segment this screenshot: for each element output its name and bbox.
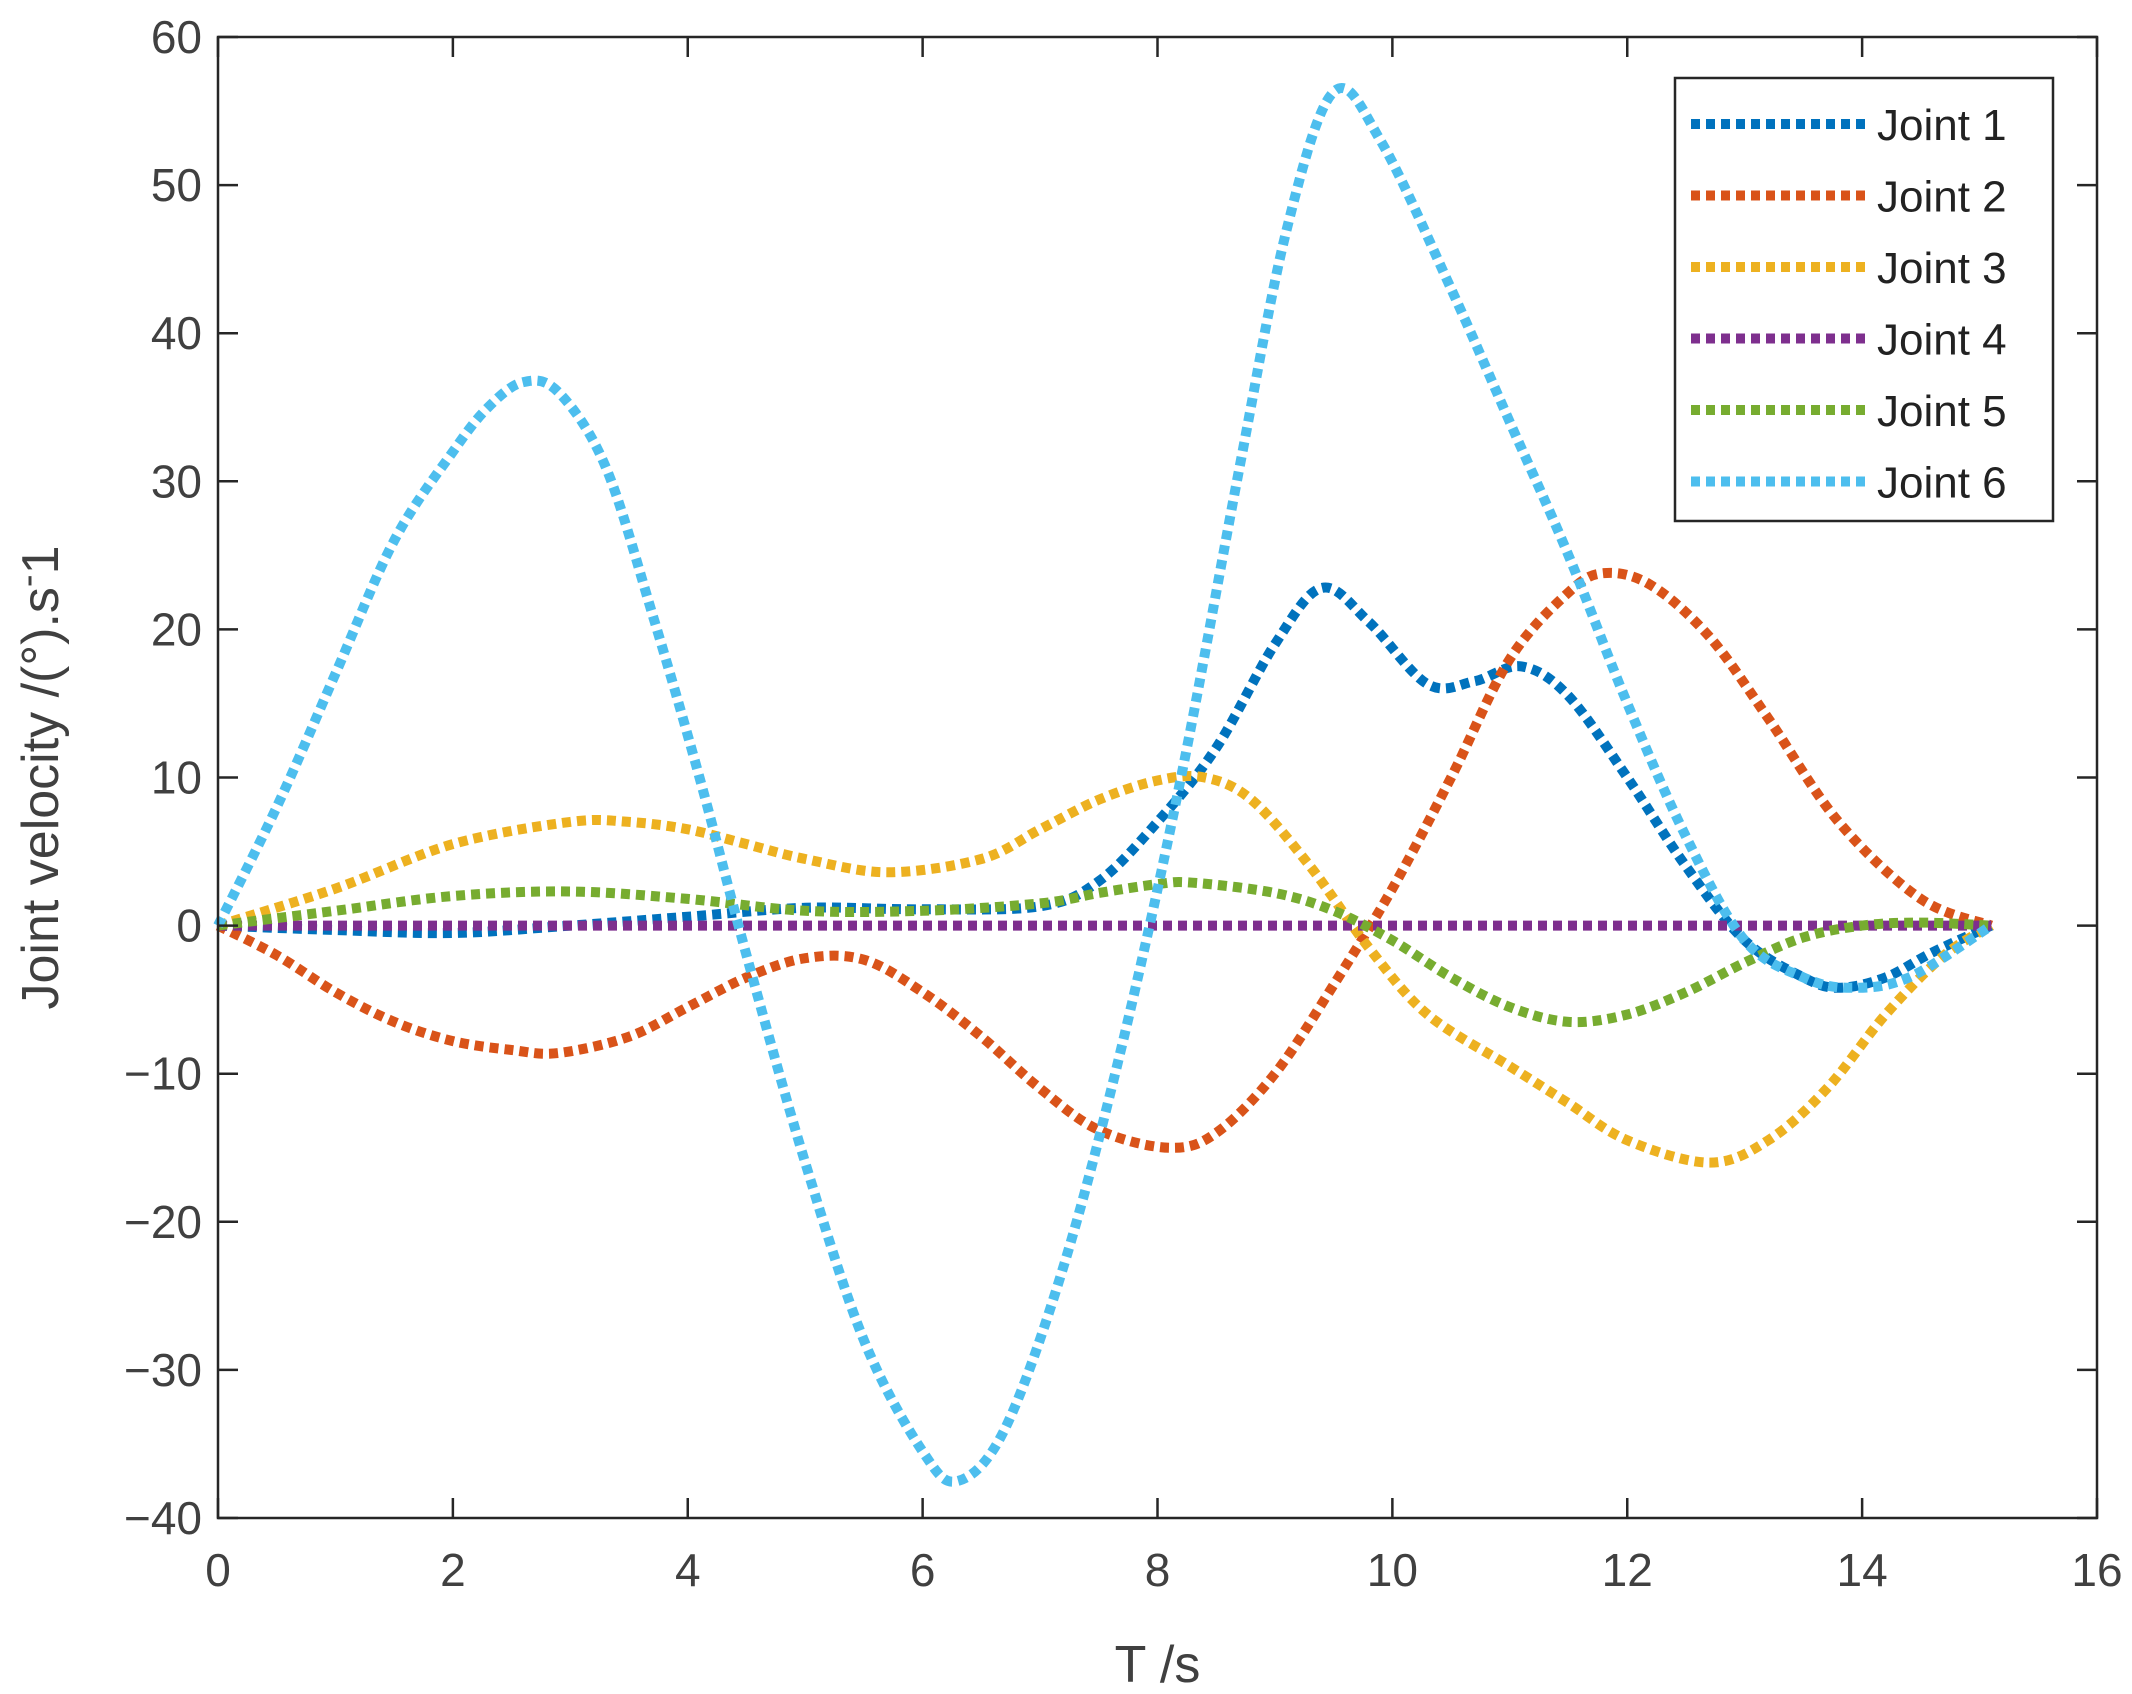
y-tick-label: −20 (124, 1196, 202, 1248)
legend-item-joint-1: Joint 1 (1691, 101, 2007, 150)
y-axis-label: Joint velocity /(°).s-1 (7, 545, 70, 1009)
y-tick-label: 60 (151, 11, 202, 63)
y-tick-label: −10 (124, 1048, 202, 1100)
y-tick-label: 0 (176, 900, 202, 952)
y-tick-label: −40 (124, 1492, 202, 1544)
y-tick-label: 50 (151, 159, 202, 211)
axis-ticks (216, 35, 2099, 1520)
legend-item-joint-2: Joint 2 (1691, 173, 2007, 222)
legend-item-joint-5: Joint 5 (1691, 387, 2007, 436)
legend-label: Joint 1 (1877, 101, 2007, 150)
x-tick-label: 16 (2071, 1544, 2122, 1596)
y-tick-label: 10 (151, 752, 202, 804)
legend-label: Joint 6 (1877, 459, 2007, 508)
x-tick-label: 10 (1367, 1544, 1418, 1596)
x-tick-label: 0 (205, 1544, 231, 1596)
legend: Joint 1 Joint 2 Joint 3 Joint 4 Joint 5 Joint… (1673, 76, 2055, 523)
legend-item-joint-3: Joint 3 (1691, 244, 2007, 293)
x-tick-label: 4 (675, 1544, 701, 1596)
x-tick-label: 14 (1837, 1544, 1888, 1596)
x-tick-label: 8 (1145, 1544, 1171, 1596)
legend-item-joint-6: Joint 6 (1691, 459, 2007, 508)
x-tick-label: 6 (910, 1544, 936, 1596)
series-layer (213, 83, 1994, 1487)
series-line-joint-5 (217, 877, 1992, 1028)
y-axis-label-main: Joint velocity /(°).s (12, 587, 70, 1009)
legend-item-joint-4: Joint 4 (1691, 316, 2007, 365)
x-tick-label: 12 (1602, 1544, 1653, 1596)
legend-items: Joint 1 Joint 2 Joint 3 Joint 4 Joint 5 Joint… (1691, 101, 2007, 508)
y-tick-label: 20 (151, 603, 202, 655)
x-tick-label: 2 (440, 1544, 466, 1596)
legend-box (1673, 76, 2055, 523)
series-line-joint-6 (213, 83, 1994, 1487)
x-tick-labels: 0 2 4 6 8 10 12 14 16 (205, 1544, 2122, 1596)
legend-label: Joint 5 (1877, 387, 2007, 436)
y-tick-label: −30 (124, 1344, 202, 1396)
legend-label: Joint 3 (1877, 244, 2007, 293)
y-axis-label-superscript: - (7, 574, 49, 587)
series-line-joint-3 (216, 771, 1994, 1168)
y-tick-label: 40 (151, 307, 202, 359)
legend-label: Joint 4 (1877, 316, 2007, 365)
y-axis-label-suffix: 1 (12, 545, 70, 574)
y-tick-label: 30 (151, 455, 202, 507)
legend-label: Joint 2 (1877, 173, 2007, 222)
y-tick-labels: −40 −30 −20 −10 0 10 20 30 40 50 60 (124, 11, 202, 1544)
x-axis-label: T /s (1115, 1636, 1201, 1694)
series-line-joint-2 (215, 567, 1994, 1153)
